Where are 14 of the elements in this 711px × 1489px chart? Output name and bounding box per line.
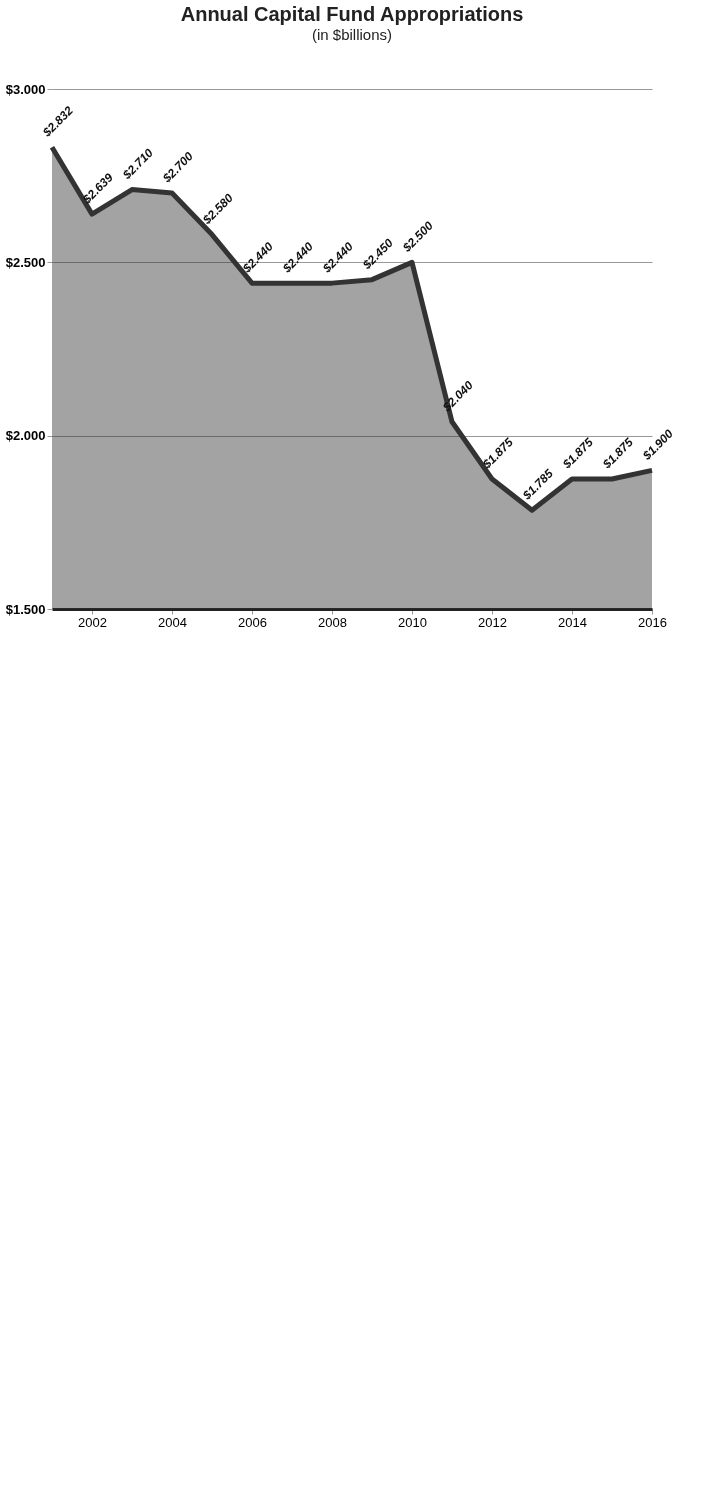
x-tick-label: 2016 — [638, 614, 667, 630]
chart-title: Annual Capital Fund Appropriations — [180, 3, 524, 25]
x-tick-label: 2012 — [478, 614, 507, 630]
y-tick-label: $2.500 — [5, 254, 46, 270]
y-tick-label: $3.000 — [5, 81, 46, 97]
x-tick-label: 2010 — [398, 614, 427, 630]
x-tick-label: 2004 — [158, 614, 187, 630]
chart-subtitle: (in $billions) — [311, 26, 393, 43]
x-tick-label: 2002 — [78, 614, 107, 630]
y-tick-label: $1.500 — [5, 601, 46, 617]
x-tick-label: 2006 — [238, 614, 267, 630]
x-tick-label: 2008 — [318, 614, 347, 630]
x-tick-label: 2014 — [558, 614, 587, 630]
y-tick-label: $2.000 — [5, 428, 46, 444]
